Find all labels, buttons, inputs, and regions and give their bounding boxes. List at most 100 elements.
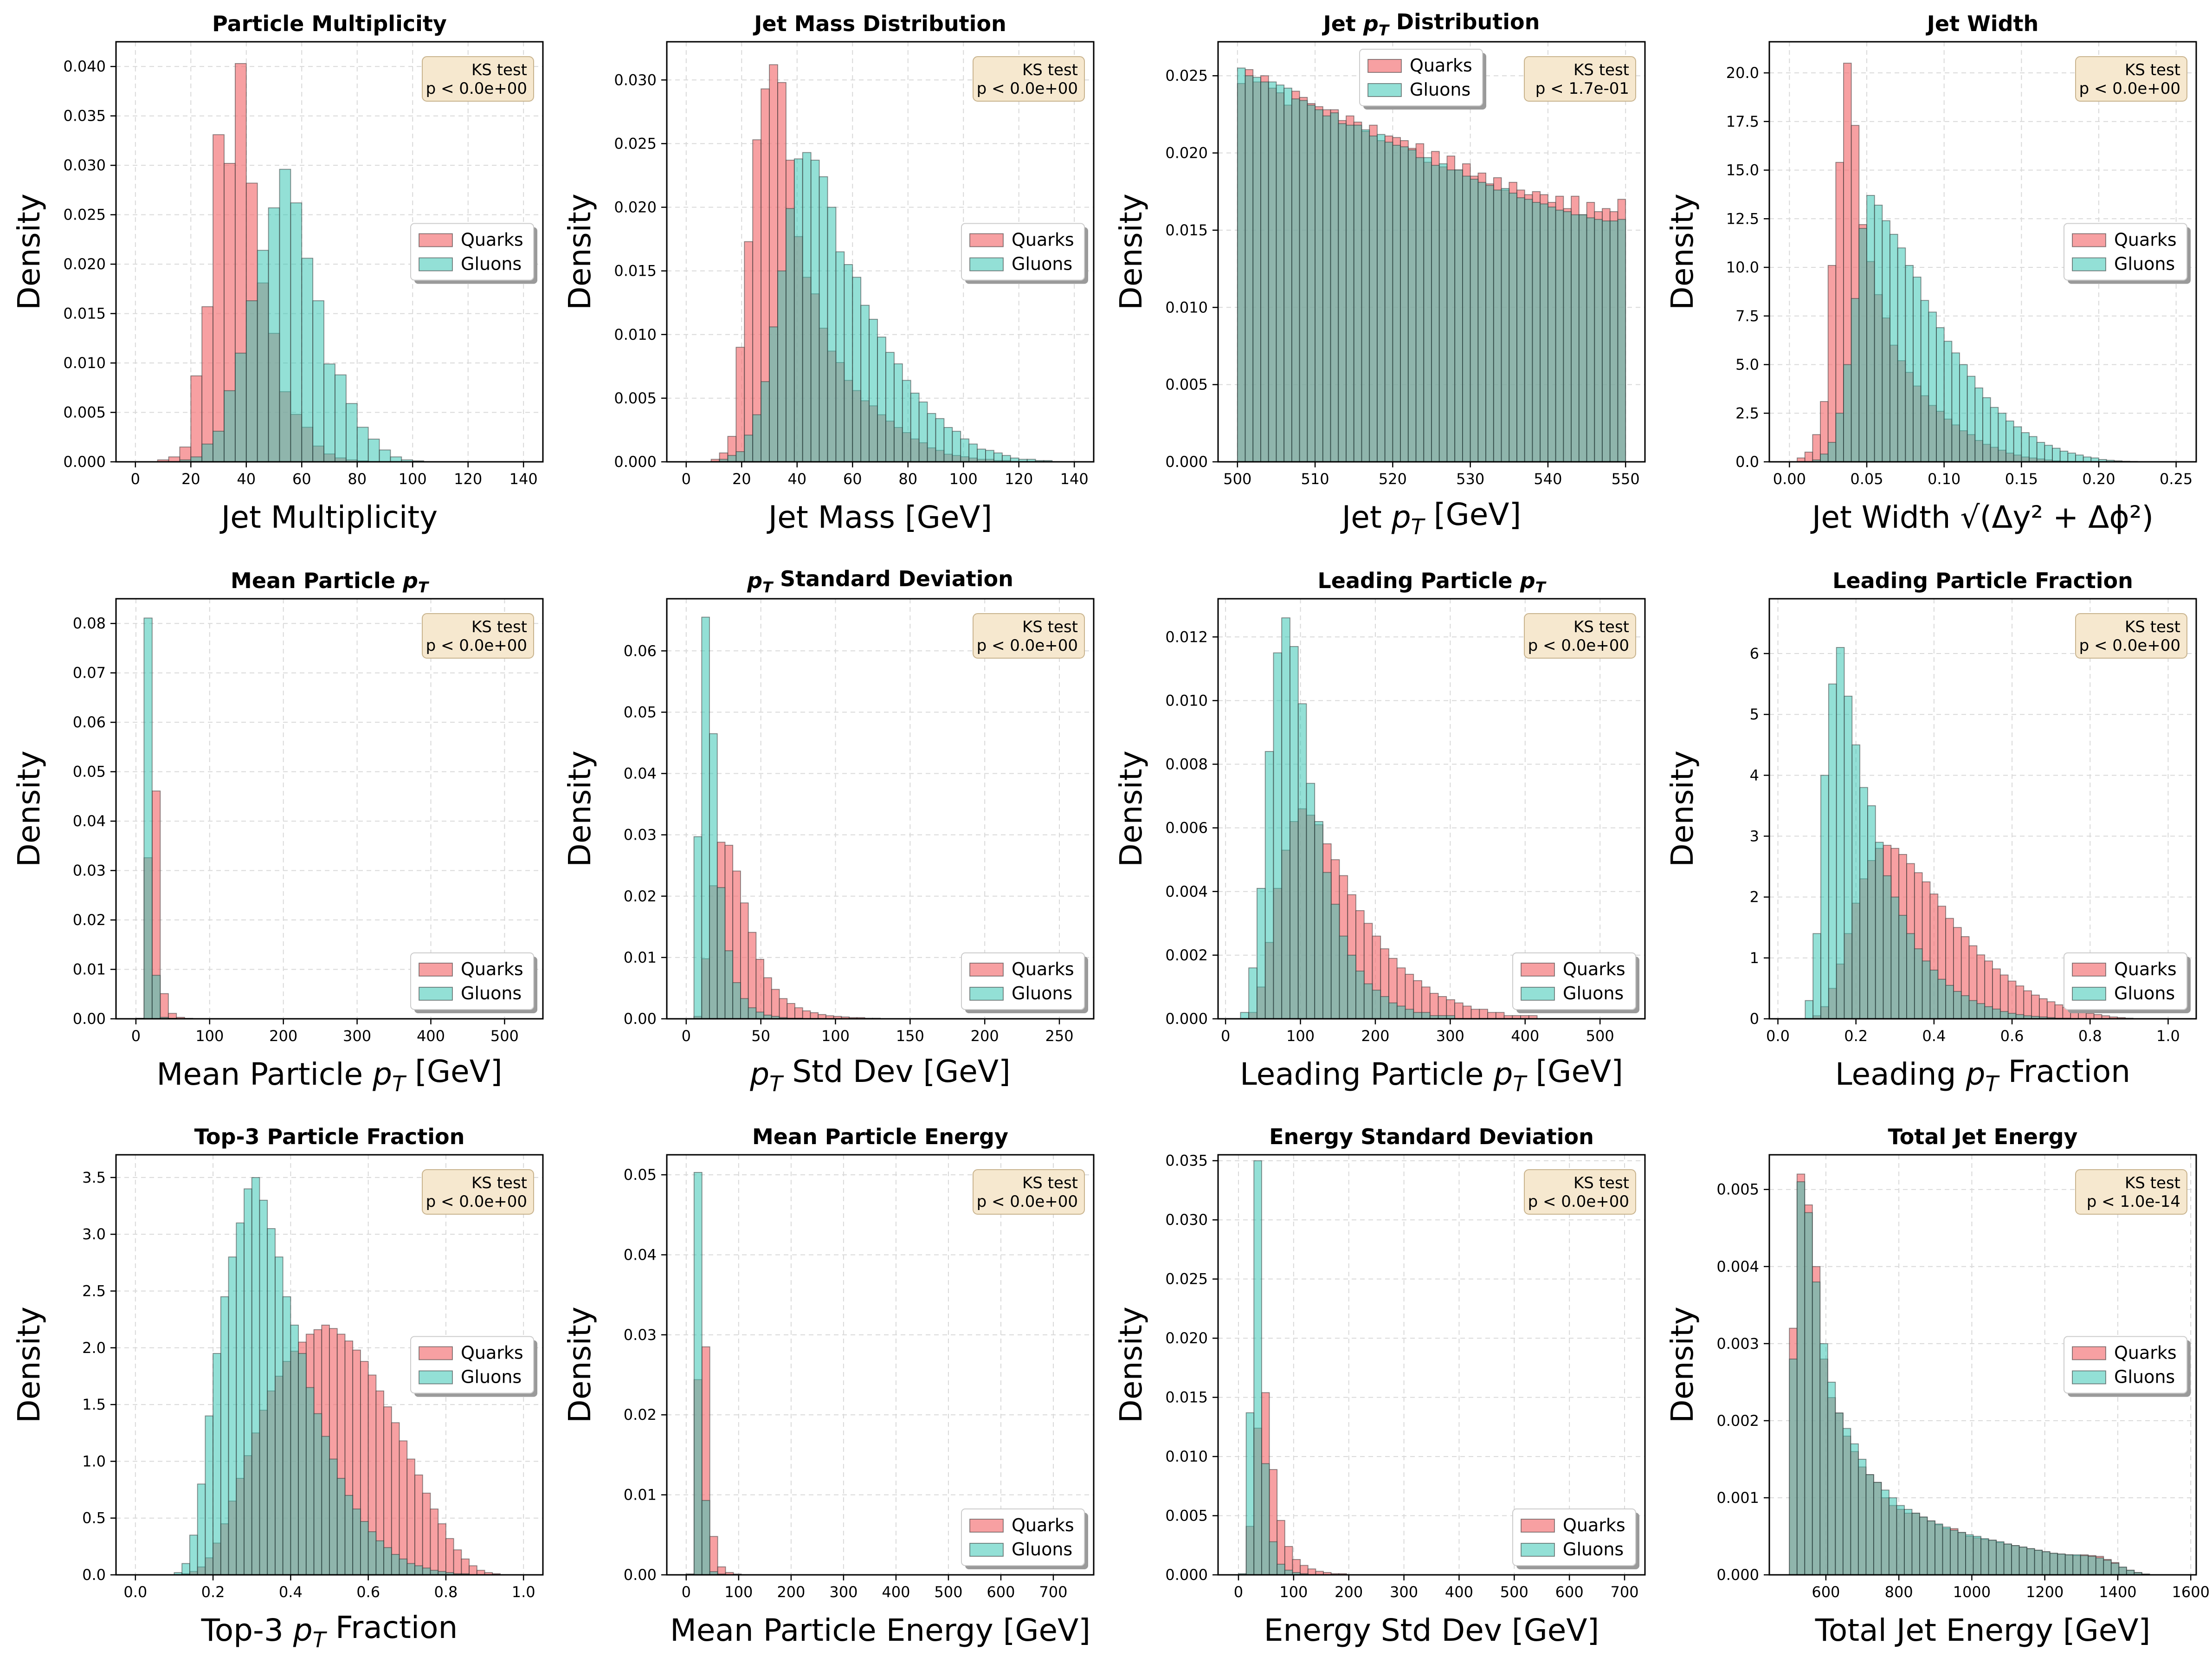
x-tick-label: 120 (1005, 470, 1033, 488)
x-tick-label: 50 (751, 1027, 770, 1045)
bar-gluons (785, 208, 795, 462)
bar-gluons (877, 337, 886, 462)
x-tick-label: 300 (1436, 1027, 1464, 1045)
bar-gluons (1509, 193, 1517, 462)
bar-gluons (2057, 1553, 2066, 1575)
legend-label-quarks: Quarks (2114, 959, 2177, 979)
bar-gluons (1827, 1381, 1836, 1575)
bar-gluons (701, 1500, 710, 1575)
y-tick-label: 0.002 (1716, 1412, 1759, 1430)
bar-gluons (885, 352, 895, 462)
bar-gluons (1548, 207, 1556, 462)
bar-gluons (1996, 1541, 2005, 1575)
y-tick-label: 0.01 (624, 1486, 657, 1504)
bar-quarks (2023, 990, 2032, 1019)
bar-gluons (1257, 888, 1266, 1019)
bar-gluons (752, 414, 762, 462)
y-axis: 0 1 2 3 4 5 6 (1750, 645, 1769, 1028)
y-tick-label: 0.07 (73, 664, 106, 682)
bar-gluons (1873, 1482, 1882, 1575)
y-tick-label: 0.00 (624, 1010, 657, 1028)
ks-pvalue: p < 0.0e+00 (977, 79, 1078, 98)
ks-label: KS test (1022, 618, 1078, 636)
bar-gluons (1965, 1534, 1974, 1575)
bar-gluons (1248, 967, 1258, 1019)
bar-gluons (1392, 145, 1401, 462)
x-tick-label: 100 (399, 470, 427, 488)
x-axis: 0 50 100 150 200 250 (682, 1019, 1074, 1045)
chart-title: Mean Particle Energy (752, 1124, 1008, 1149)
y-tick-label: 0.01 (73, 961, 106, 978)
grid (1218, 1155, 1645, 1575)
chart-title: Jet pT​ Distribution (1322, 9, 1540, 39)
legend: Quarks Gluons (1512, 952, 1639, 1013)
bar-gluons (151, 975, 161, 1019)
x-axis-label: Jet Mass [GeV] (767, 499, 992, 535)
y-axis: 0.00 0.01 0.02 0.03 0.04 0.05 0.06 (624, 642, 667, 1028)
y-tick-label: 0.05 (73, 763, 106, 781)
bar-gluons (810, 160, 820, 462)
bar-quarks (2015, 985, 2025, 1019)
y-tick-label: 0.00 (624, 1566, 657, 1584)
bar-gluons (379, 449, 391, 462)
bar-gluons (2083, 456, 2092, 462)
legend-label-gluons: Gluons (461, 1367, 522, 1387)
bar-gluons (1850, 1443, 1859, 1575)
y-tick-label: 3 (1750, 828, 1759, 845)
chart-title: pT​ Standard Deviation (747, 566, 1013, 596)
legend-swatch-gluons (969, 1543, 1004, 1557)
bar-gluons (869, 318, 878, 462)
y-tick-label: 0.020 (63, 255, 106, 273)
x-tick-label: 200 (269, 1027, 297, 1045)
bar-gluons (2059, 451, 2069, 462)
panel-top3_frac: 0.0 0.2 0.4 0.6 0.8 1.0 0.0 0.5 1.0 1.5 2.0 2.5 3.0 3… (11, 1124, 544, 1652)
y-tick-label: 0.01 (624, 949, 657, 966)
bar-gluons (1377, 134, 1386, 462)
bar-quarks (391, 1422, 400, 1575)
x-tick-label: 200 (1361, 1027, 1389, 1045)
ks-pvalue: p < 0.0e+00 (2079, 636, 2180, 655)
ks-pvalue: p < 0.0e+00 (977, 636, 1078, 655)
ks-box-background (2075, 613, 2187, 659)
x-axis-label: Mean Particle pT​ [GeV] (156, 1054, 502, 1096)
x-tick-label: 0.4 (279, 1583, 303, 1601)
y-tick-label: 0.030 (63, 156, 106, 174)
ks-box-background (1524, 613, 1636, 659)
bar-gluons (143, 617, 153, 1019)
bar-gluons (943, 427, 953, 462)
bar-gluons (220, 1296, 229, 1575)
bar-gluons (1617, 219, 1626, 462)
x-tick-label: 0 (131, 470, 140, 488)
bar-gluons (1980, 1538, 1989, 1575)
bar-gluons (2036, 442, 2045, 462)
bar-gluons (391, 1554, 400, 1575)
bar-gluons (2064, 1554, 2074, 1575)
y-tick-label: 5.0 (1735, 356, 1759, 374)
legend-swatch-gluons (419, 1370, 453, 1385)
bar-quarks (1827, 265, 1837, 462)
legend-label-quarks: Quarks (461, 959, 523, 979)
bar-gluons (1819, 1343, 1828, 1575)
legend-swatch-quarks (969, 233, 1004, 247)
bar-gluons (399, 1558, 408, 1575)
bar-gluons (1346, 124, 1354, 462)
ks-box-background (2075, 1169, 2187, 1215)
bar-gluons (2026, 1548, 2035, 1575)
legend-swatch-gluons (969, 987, 1004, 1001)
y-tick-label: 20.0 (1726, 64, 1759, 82)
bar-quarks (1495, 1012, 1505, 1019)
bar-gluons (329, 1458, 338, 1575)
x-axis-label: Top-3 pT​ Fraction (201, 1610, 458, 1652)
bar-gluons (1363, 983, 1373, 1019)
chart-title: Total Jet Energy (1888, 1124, 2078, 1149)
bar-gluons (1353, 124, 1362, 462)
bar-gluons (1904, 1508, 1913, 1575)
x-tick-label: 60 (843, 470, 862, 488)
legend: Quarks Gluons (961, 952, 1088, 1013)
y-tick-label: 0.02 (73, 911, 106, 929)
bar-gluons (1836, 647, 1845, 1019)
x-axis: 600 800 1000 1200 1400 1600 (1812, 1575, 2210, 1601)
legend-label-quarks: Quarks (1563, 959, 1625, 979)
bar-gluons (1322, 872, 1332, 1019)
